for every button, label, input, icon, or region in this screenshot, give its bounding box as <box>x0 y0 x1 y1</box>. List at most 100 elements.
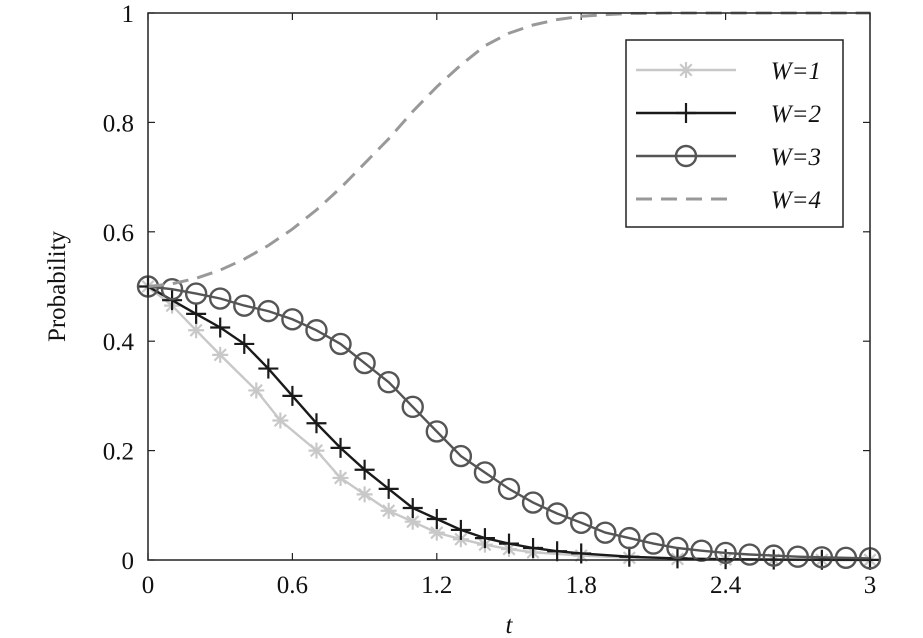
y-tick-label: 0.8 <box>103 110 134 137</box>
data-point <box>426 508 447 529</box>
circle-marker <box>233 294 256 317</box>
data-point <box>330 437 351 458</box>
data-point <box>618 526 641 550</box>
y-axis-label: Probability <box>44 230 71 342</box>
circle-marker <box>786 545 809 568</box>
circle-marker <box>714 541 737 565</box>
x-tick-label: 0 <box>142 572 155 599</box>
circle-marker <box>473 461 497 484</box>
data-point <box>188 322 205 339</box>
circle-marker <box>810 546 834 569</box>
data-point <box>450 519 471 540</box>
data-point <box>425 420 448 443</box>
circle-marker <box>184 282 208 305</box>
y-tick-label: 0.2 <box>103 439 134 466</box>
asterisk-marker-stroke <box>430 526 444 540</box>
data-point <box>547 541 568 562</box>
data-point <box>356 486 373 503</box>
data-point <box>497 477 521 501</box>
circle-marker <box>257 299 280 323</box>
legend-label: W=2 <box>771 101 821 128</box>
data-point <box>208 287 232 310</box>
x-axis-label: t <box>506 612 514 638</box>
series-2 <box>138 276 880 570</box>
tick-layer: 0 0.6 1.2 1.8 2.4 3 0 0.2 0.4 0.6 0.8 1 <box>103 1 877 599</box>
data-point <box>332 469 349 486</box>
circle-marker <box>762 544 785 567</box>
data-point <box>449 444 473 468</box>
asterisk-marker-stroke <box>249 383 263 397</box>
data-point <box>306 413 327 434</box>
legend-entry-4: W=4 <box>636 187 821 214</box>
y-tick-label: 1 <box>122 1 135 28</box>
legend-label: W=3 <box>771 144 821 171</box>
x-tick-label: 3 <box>864 572 877 599</box>
data-point <box>402 498 423 519</box>
data-point <box>380 502 397 519</box>
data-point <box>282 385 303 406</box>
legend: W=1 W=2 W=3 W=4 <box>625 39 844 228</box>
data-point <box>377 371 400 394</box>
y-tick-label: 0.6 <box>103 220 134 247</box>
circle-marker <box>521 491 545 514</box>
circle-marker <box>594 521 617 544</box>
asterisk-marker-stroke <box>213 348 227 362</box>
circle-marker <box>642 532 665 555</box>
data-point <box>570 511 593 535</box>
circle-marker <box>401 395 424 419</box>
circle-marker <box>329 332 352 356</box>
circle-marker <box>674 144 698 168</box>
circle-marker <box>281 308 304 331</box>
data-point <box>257 299 280 323</box>
circle-marker <box>305 319 328 342</box>
circle-marker <box>738 543 761 566</box>
data-point <box>258 358 279 379</box>
data-point <box>234 333 255 354</box>
data-point <box>308 442 325 459</box>
asterisk-marker-stroke <box>358 487 372 501</box>
data-point <box>738 543 761 566</box>
data-point <box>210 317 231 338</box>
data-point <box>786 545 809 568</box>
asterisk-marker-stroke <box>333 471 348 485</box>
data-point <box>428 524 445 541</box>
data-point <box>233 294 256 317</box>
series-line <box>147 285 870 562</box>
circle-marker <box>425 420 448 443</box>
circle-marker <box>160 278 184 301</box>
asterisk-marker-stroke <box>273 413 287 428</box>
legend-entry-3: W=3 <box>636 144 821 171</box>
data-point <box>545 502 569 525</box>
data-point <box>186 303 207 324</box>
circle-marker <box>545 502 569 525</box>
data-point <box>810 546 834 569</box>
data-point <box>305 319 328 342</box>
circle-marker <box>666 536 689 560</box>
data-point <box>272 412 289 429</box>
data-point <box>329 332 352 356</box>
circle-marker <box>497 477 521 501</box>
series-3 <box>136 275 882 570</box>
asterisk-marker-stroke <box>382 504 396 518</box>
data-point <box>354 459 375 480</box>
data-point <box>521 491 545 514</box>
data-point <box>714 541 737 565</box>
data-point <box>248 382 265 399</box>
data-point <box>378 478 399 499</box>
data-point <box>619 546 640 567</box>
data-point <box>184 282 208 305</box>
data-point <box>642 532 665 555</box>
x-tick-label: 0.6 <box>277 572 308 599</box>
legend-label: W=1 <box>771 58 821 85</box>
data-point <box>212 346 229 363</box>
data-point <box>834 546 858 570</box>
data-point <box>401 395 424 419</box>
y-tick-label: 0.4 <box>103 329 135 356</box>
asterisk-marker-stroke <box>679 63 693 77</box>
x-tick-label: 1.2 <box>421 572 452 599</box>
asterisk-marker-stroke <box>189 323 203 337</box>
circle-marker <box>353 351 376 375</box>
data-point <box>666 536 689 560</box>
asterisk-marker-stroke <box>309 444 324 458</box>
